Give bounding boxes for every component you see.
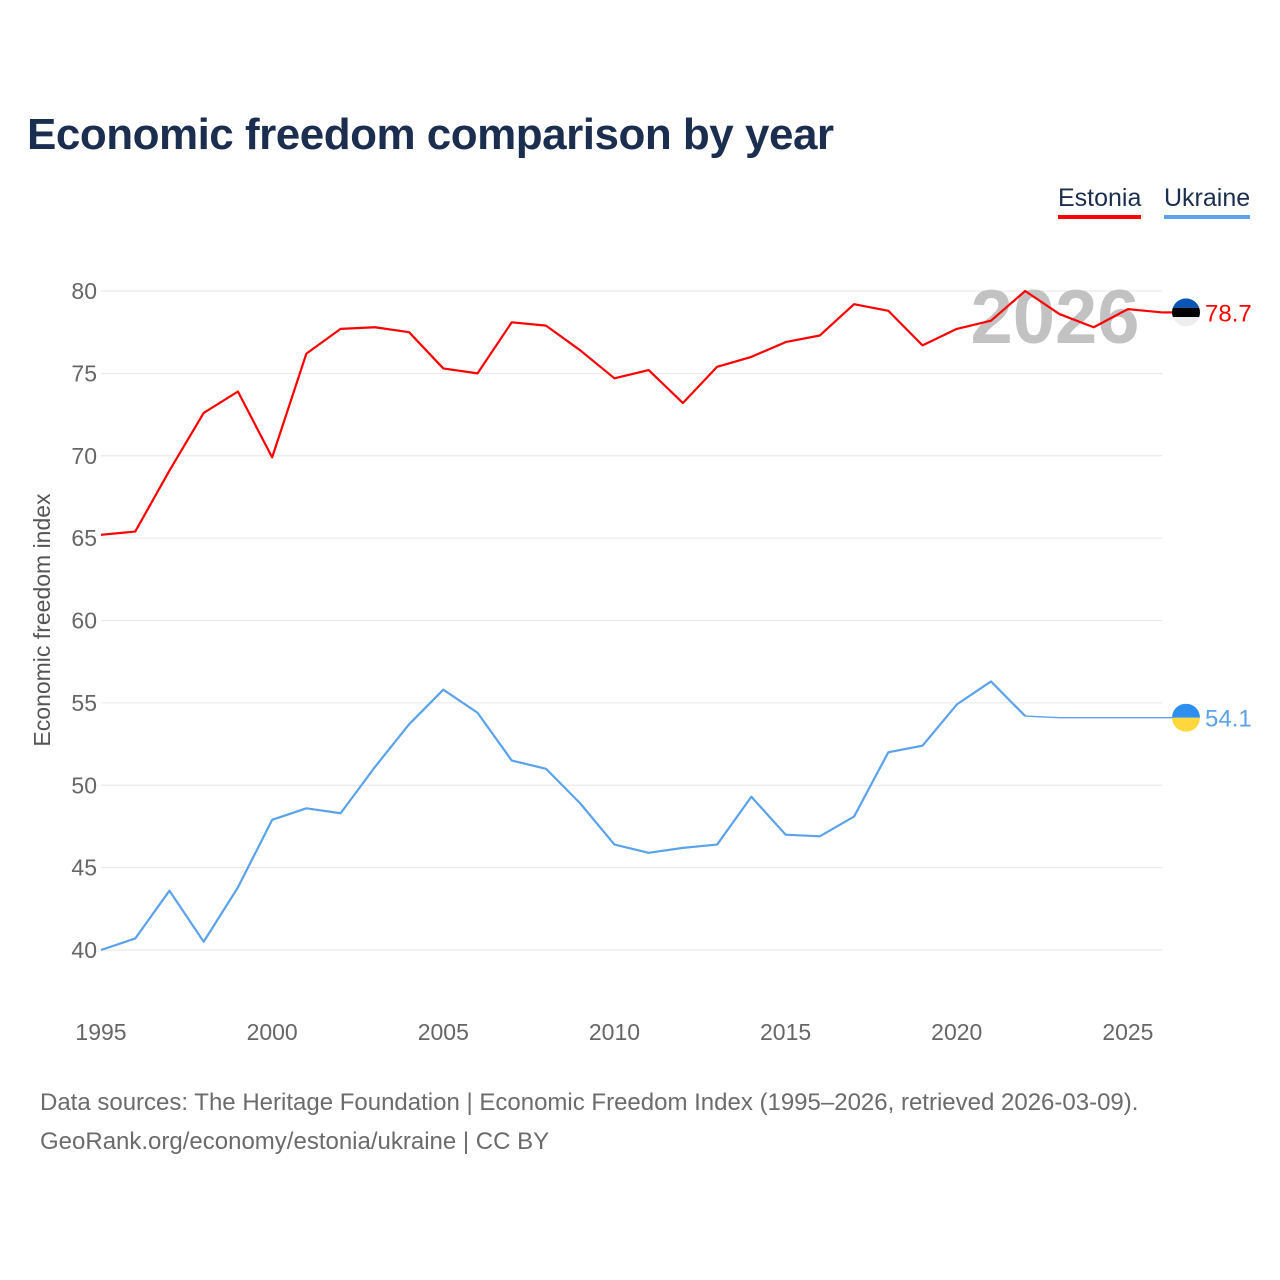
x-tick-label: 2025 <box>1102 1019 1153 1045</box>
series-line-ukraine <box>100 680 1026 952</box>
y-axis-label: Economic freedom index <box>29 493 55 747</box>
x-tick-label: 2010 <box>589 1019 640 1045</box>
legend-item-estonia[interactable]: Estonia <box>1058 184 1142 219</box>
legend-item-ukraine[interactable]: Ukraine <box>1164 184 1251 219</box>
x-tick-label: 2000 <box>247 1019 298 1045</box>
x-tick-label: 1995 <box>75 1019 126 1045</box>
end-value-label-ukraine: 54.1 <box>1205 706 1252 733</box>
series-line-estonia <box>100 289 1163 536</box>
y-tick-label: 60 <box>71 608 97 634</box>
y-tick-label: 80 <box>71 278 97 304</box>
x-tick-label: 2015 <box>760 1019 811 1045</box>
y-tick-label: 40 <box>71 937 97 963</box>
chart-title: Economic freedom comparison by year <box>27 110 834 159</box>
y-tick-label: 45 <box>71 855 97 881</box>
footer-attribution: GeoRank.org/economy/estonia/ukraine | CC… <box>40 1128 550 1155</box>
x-tick-label: 2005 <box>418 1019 469 1045</box>
x-tick-label: 2020 <box>931 1019 982 1045</box>
y-tick-label: 55 <box>71 690 97 716</box>
ukraine-flag-icon <box>1172 703 1200 732</box>
y-tick-label: 70 <box>71 443 97 469</box>
end-value-label-estonia: 78.7 <box>1205 300 1252 327</box>
y-tick-label: 65 <box>71 525 97 551</box>
estonia-flag-icon <box>1172 298 1200 327</box>
footer-sources: Data sources: The Heritage Foundation | … <box>40 1089 1139 1116</box>
y-tick-label: 50 <box>71 772 97 798</box>
y-tick-label: 75 <box>71 360 97 386</box>
series-tail-ukraine <box>1025 715 1175 719</box>
